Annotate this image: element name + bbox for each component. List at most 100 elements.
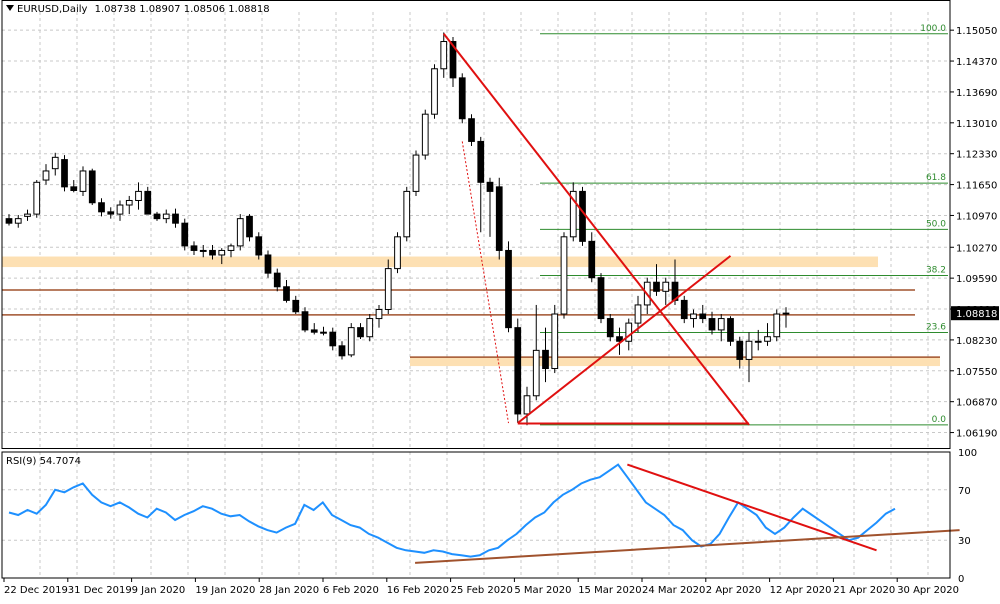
horizontal-levels bbox=[2, 289, 940, 358]
candle-body bbox=[560, 236, 568, 315]
candle-body bbox=[301, 311, 309, 331]
candle-body bbox=[227, 245, 235, 251]
candle-body bbox=[616, 336, 623, 342]
trendlines bbox=[442, 33, 750, 426]
rsi-tick-label: 70 bbox=[958, 486, 971, 497]
date-tick-label: 6 Feb 2020 bbox=[323, 585, 379, 596]
main-frame bbox=[1, 0, 951, 449]
candle-body bbox=[135, 190, 142, 201]
candle-body bbox=[717, 318, 725, 331]
support-resistance-zones bbox=[2, 256, 940, 367]
ohlc-open: 1.08738 bbox=[94, 4, 136, 15]
price-tick-label: 1.06870 bbox=[956, 398, 997, 409]
candle-body bbox=[431, 68, 438, 115]
candle-body bbox=[440, 41, 448, 70]
rsi-frame bbox=[1, 451, 951, 579]
candle-body bbox=[579, 190, 586, 242]
candle-body bbox=[653, 281, 660, 292]
price-tick-label: 1.09590 bbox=[956, 274, 997, 285]
zone-band bbox=[410, 356, 940, 367]
candle-body bbox=[14, 218, 22, 224]
candle-body bbox=[292, 299, 300, 313]
date-tick-label: 24 Mar 2020 bbox=[642, 585, 705, 596]
candle-body bbox=[209, 249, 216, 256]
price-tick-label: 1.10970 bbox=[956, 211, 997, 222]
candle-body bbox=[514, 327, 522, 415]
candle-body bbox=[727, 318, 734, 342]
candle-body bbox=[625, 322, 633, 342]
last-price-label: 1.08818 bbox=[956, 309, 997, 320]
candle-body bbox=[199, 249, 207, 252]
candlestick-series bbox=[5, 32, 790, 426]
fib-level-label: 23.6 bbox=[926, 323, 946, 333]
candle-body bbox=[125, 199, 133, 206]
date-tick-label: 16 Feb 2020 bbox=[387, 585, 449, 596]
ohlc-close: 1.08818 bbox=[228, 4, 270, 15]
price-tick-label: 1.08230 bbox=[956, 336, 997, 347]
candle-body bbox=[236, 218, 244, 247]
ohlc-low: 1.08506 bbox=[183, 4, 226, 15]
candle-body bbox=[283, 286, 290, 301]
candle-body bbox=[42, 170, 50, 181]
candle-body bbox=[181, 222, 189, 247]
fib-level-label: 50.0 bbox=[926, 219, 946, 229]
price-tick-label: 1.11650 bbox=[956, 181, 997, 192]
candle-body bbox=[421, 113, 429, 156]
candle-body bbox=[523, 395, 531, 415]
candle-body bbox=[190, 245, 198, 251]
fib-level-label: 61.8 bbox=[926, 173, 946, 183]
candle-body bbox=[394, 236, 401, 270]
price-tick-label: 1.06190 bbox=[956, 429, 997, 440]
timeframe: Daily bbox=[62, 4, 88, 15]
date-tick-label: 30 Apr 2020 bbox=[897, 585, 959, 596]
date-tick-label: 28 Jan 2020 bbox=[259, 585, 319, 596]
candle-body bbox=[24, 213, 31, 217]
rsi-title: RSI(9) 54.7074 bbox=[6, 456, 81, 467]
candle-body bbox=[61, 159, 68, 188]
candle-body bbox=[347, 327, 355, 356]
rsi-trendline bbox=[627, 463, 877, 552]
candle-body bbox=[708, 318, 716, 331]
header-triangle-icon bbox=[6, 5, 14, 11]
rsi-line bbox=[8, 463, 896, 558]
candle-body bbox=[662, 281, 670, 292]
candle-body bbox=[255, 236, 263, 256]
rsi-tick-label: 0 bbox=[958, 574, 964, 585]
candle-body bbox=[172, 213, 179, 224]
candle-body bbox=[79, 170, 87, 192]
candle-body bbox=[680, 299, 688, 320]
candle-body bbox=[403, 190, 411, 238]
candle-body bbox=[412, 154, 420, 192]
price-tick-label: 1.07550 bbox=[956, 367, 997, 378]
candle-body bbox=[144, 190, 152, 215]
candle-body bbox=[264, 254, 272, 274]
date-tick-label: 19 Jan 2020 bbox=[195, 585, 255, 596]
candle-body bbox=[495, 186, 503, 251]
candle-body bbox=[320, 331, 327, 334]
fib-level-label: 100.0 bbox=[920, 24, 946, 34]
last-price-tag bbox=[951, 306, 999, 321]
candle-body bbox=[486, 181, 494, 192]
trendline bbox=[442, 33, 750, 426]
candle-body bbox=[310, 329, 318, 333]
rsi-series bbox=[8, 463, 960, 564]
date-tick-label: 21 Apr 2020 bbox=[833, 585, 895, 596]
grid bbox=[2, 12, 950, 578]
rsi-tick-label: 30 bbox=[958, 536, 971, 547]
candle-body bbox=[505, 249, 512, 329]
candle-body bbox=[690, 313, 697, 320]
date-tick-label: 5 Mar 2020 bbox=[514, 585, 571, 596]
candle-body bbox=[338, 345, 346, 357]
candle-body bbox=[107, 211, 115, 215]
candle-body bbox=[357, 327, 364, 338]
date-tick-label: 9 Jan 2020 bbox=[132, 585, 186, 596]
price-tick-label: 1.10270 bbox=[956, 243, 997, 254]
price-tick-label: 1.15050 bbox=[956, 26, 997, 37]
rsi-tick-label: 100 bbox=[958, 448, 977, 459]
candle-body bbox=[375, 308, 383, 320]
date-tick-label: 31 Dec 2019 bbox=[68, 585, 132, 596]
fib-level-label: 0.0 bbox=[932, 415, 947, 425]
candle-body bbox=[384, 268, 392, 310]
